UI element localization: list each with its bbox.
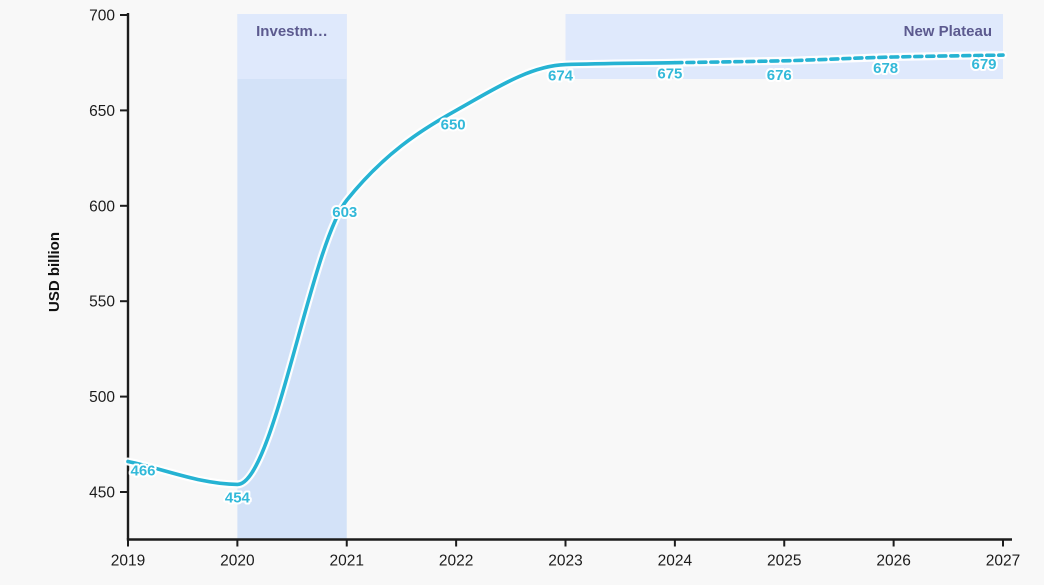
data-point-label: 650 (441, 116, 466, 133)
x-tick-label: 2021 (330, 553, 364, 570)
y-tick-label: 650 (89, 103, 115, 120)
axes: 450 500 550 600 650 700 2019 2020 2021 2022 2023 20… (89, 8, 1020, 570)
annotation-bands (237, 14, 1003, 539)
x-tick-label: 2027 (986, 553, 1020, 570)
new-plateau-band-label: New Plateau (904, 23, 992, 40)
x-tick-label: 2019 (111, 553, 145, 570)
data-point-label: 678 (873, 60, 898, 77)
x-tick-label: 2023 (548, 553, 582, 570)
data-point-labels: 466 454 603 650 674 675 676 678 679 (128, 54, 998, 508)
investment-label-band (237, 14, 347, 79)
investment-band-label: Investm… (256, 23, 328, 40)
investment-vertical-band (237, 14, 347, 539)
data-point-label: 603 (332, 204, 357, 221)
data-point-label: 674 (548, 68, 574, 85)
x-tick-label: 2026 (876, 553, 910, 570)
y-tick-label: 600 (89, 198, 115, 215)
series-line-dashed-forecast (673, 53, 1005, 65)
x-tick-label: 2022 (439, 553, 473, 570)
series-line-solid (126, 60, 677, 487)
y-axis-title: USD billion (46, 232, 63, 312)
x-tick-label: 2025 (767, 553, 801, 570)
y-tick-label: 500 (89, 389, 115, 406)
x-tick-label: 2020 (220, 553, 255, 570)
data-series (124, 51, 1007, 489)
data-point-label: 675 (657, 66, 682, 83)
data-point-label: 466 (130, 462, 155, 479)
y-tick-label: 550 (89, 294, 115, 311)
x-tick-label: 2024 (658, 553, 693, 570)
y-tick-label: 700 (89, 8, 115, 25)
data-point-label: 676 (767, 67, 792, 84)
new-plateau-band (565, 14, 1003, 79)
y-tick-label: 450 (89, 485, 115, 502)
data-point-label: 679 (971, 56, 996, 73)
data-point-label: 454 (225, 489, 251, 506)
